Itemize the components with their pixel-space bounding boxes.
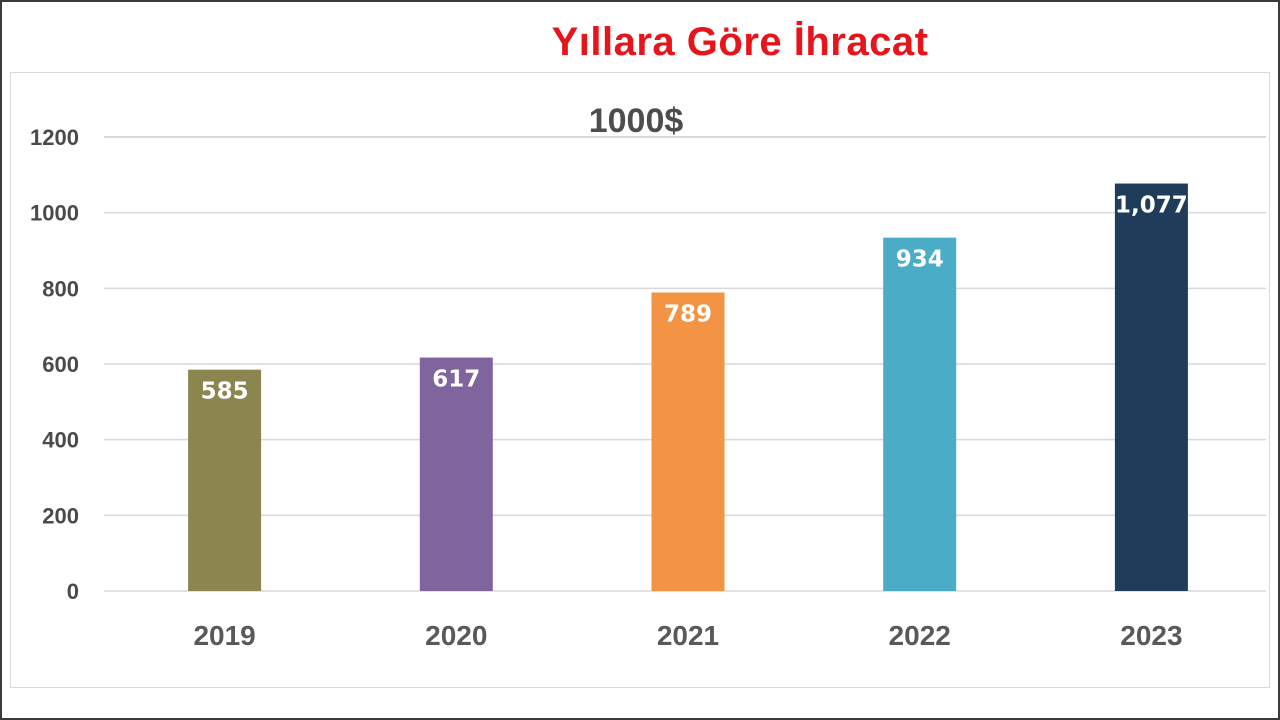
unit-label: 1000$	[589, 102, 684, 140]
data-label-2020: 617	[432, 367, 480, 393]
x-category-label: 2023	[1120, 620, 1182, 651]
x-category-label: 2019	[193, 620, 255, 651]
y-tick-label: 1200	[30, 125, 79, 150]
x-category-label: 2021	[657, 620, 719, 651]
x-category-label: 2020	[425, 620, 487, 651]
y-axis-ticks: 0 200 400 600 800 1000 1200	[30, 125, 79, 604]
chart-title: Yıllara Göre İhracat	[551, 20, 929, 64]
x-category-label: 2022	[889, 620, 951, 651]
y-tick-label: 1000	[30, 201, 79, 226]
bar-2021	[651, 292, 725, 591]
y-tick-label: 800	[42, 276, 79, 301]
y-tick-label: 400	[42, 428, 79, 453]
bar-2019	[188, 369, 262, 591]
bar-2022	[883, 237, 957, 592]
bar-2023	[1114, 183, 1188, 591]
bar-2020	[419, 357, 493, 591]
y-tick-label: 600	[42, 352, 79, 377]
bars	[188, 183, 1188, 592]
y-tick-label: 0	[67, 579, 79, 604]
x-axis-categories: 2019 2020 2021 2022 2023	[193, 620, 1182, 651]
data-label-2023: 1,077	[1115, 193, 1188, 219]
data-label-2021: 789	[664, 301, 712, 327]
data-labels: 585 617 789 934 1,077	[201, 193, 1188, 405]
data-label-2019: 585	[201, 379, 249, 405]
y-tick-label: 200	[42, 503, 79, 528]
data-label-2022: 934	[896, 247, 944, 273]
